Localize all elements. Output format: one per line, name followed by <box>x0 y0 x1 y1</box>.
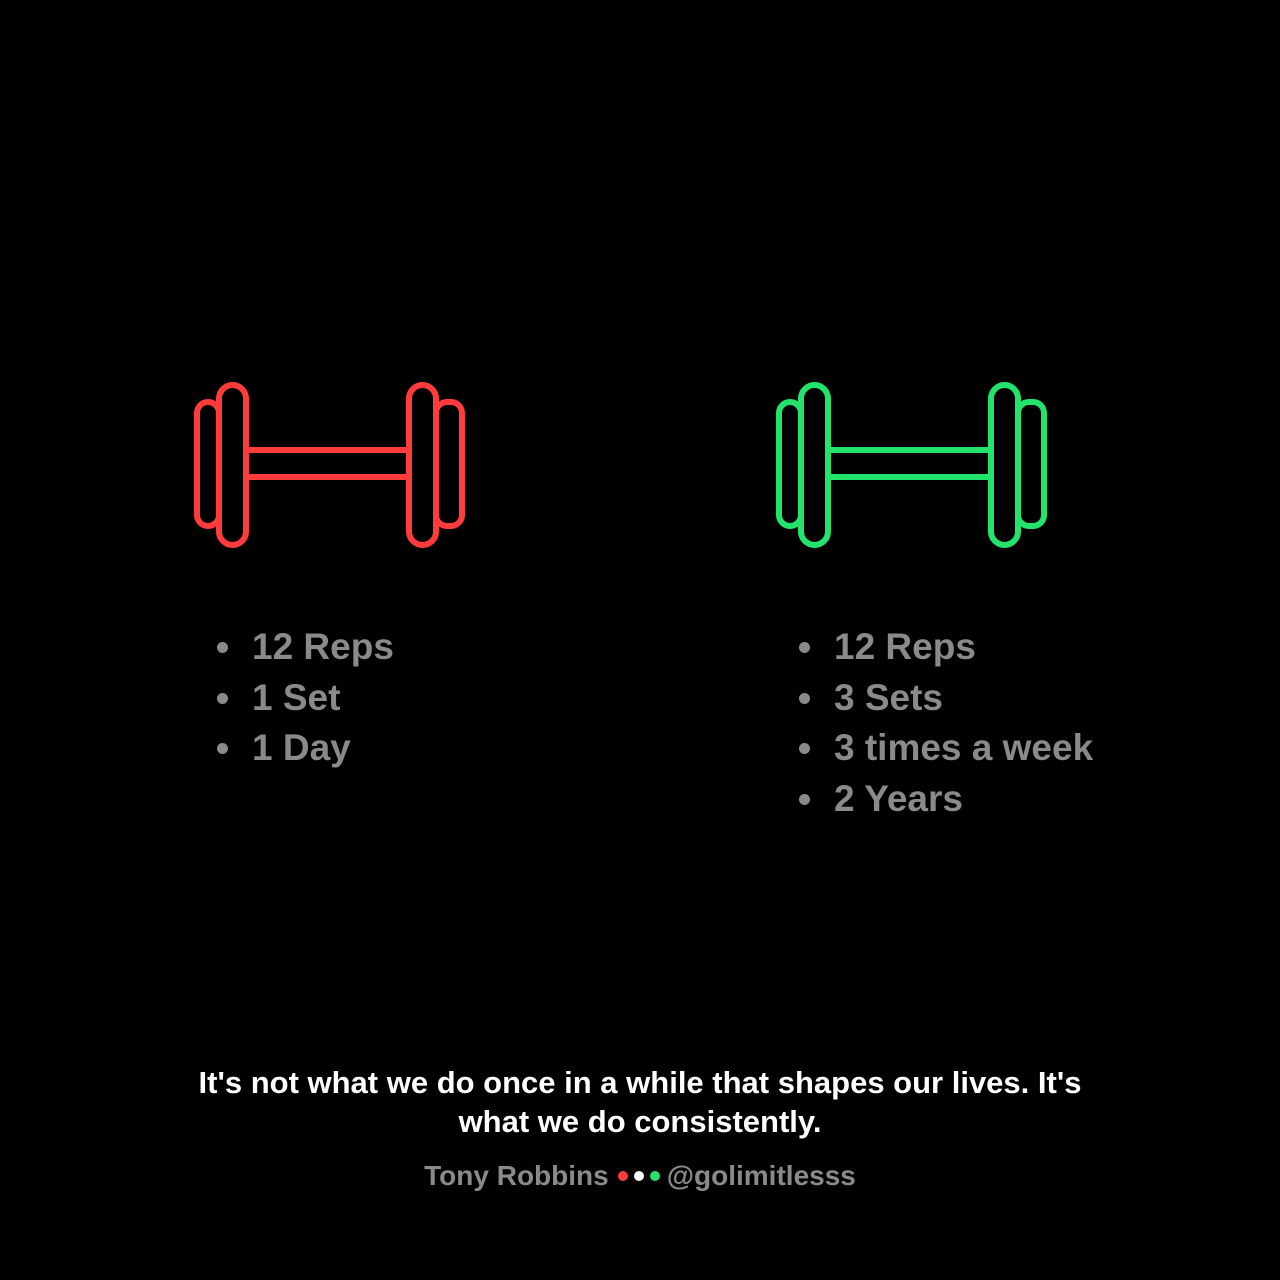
left-bullet-list: 12 Reps 1 Set 1 Day <box>214 624 394 776</box>
attribution: Tony Robbins @golimitlesss <box>0 1158 1280 1194</box>
author-name: Tony Robbins <box>424 1160 609 1191</box>
list-item: 2 Years <box>796 776 1093 827</box>
dumbbell-icon <box>194 382 465 548</box>
list-item: 12 Reps <box>214 624 394 675</box>
dumbbell-icon <box>776 382 1047 548</box>
separator-dots <box>615 1160 663 1191</box>
list-item: 3 Sets <box>796 675 1093 726</box>
dumbbell-icon-green <box>776 380 1050 550</box>
dumbbell-icon-red <box>194 380 468 550</box>
social-handle: @golimitlesss <box>666 1160 856 1191</box>
list-item: 12 Reps <box>796 624 1093 675</box>
white-dot-icon <box>633 1170 644 1181</box>
list-item: 1 Day <box>214 725 394 776</box>
right-bullet-list: 12 Reps 3 Sets 3 times a week 2 Years <box>796 624 1093 826</box>
quote-text: It's not what we do once in a while that… <box>198 1065 1082 1139</box>
red-dot-icon <box>617 1170 628 1181</box>
list-item: 1 Set <box>214 675 394 726</box>
green-dot-icon <box>649 1170 660 1181</box>
list-item: 3 times a week <box>796 725 1093 776</box>
